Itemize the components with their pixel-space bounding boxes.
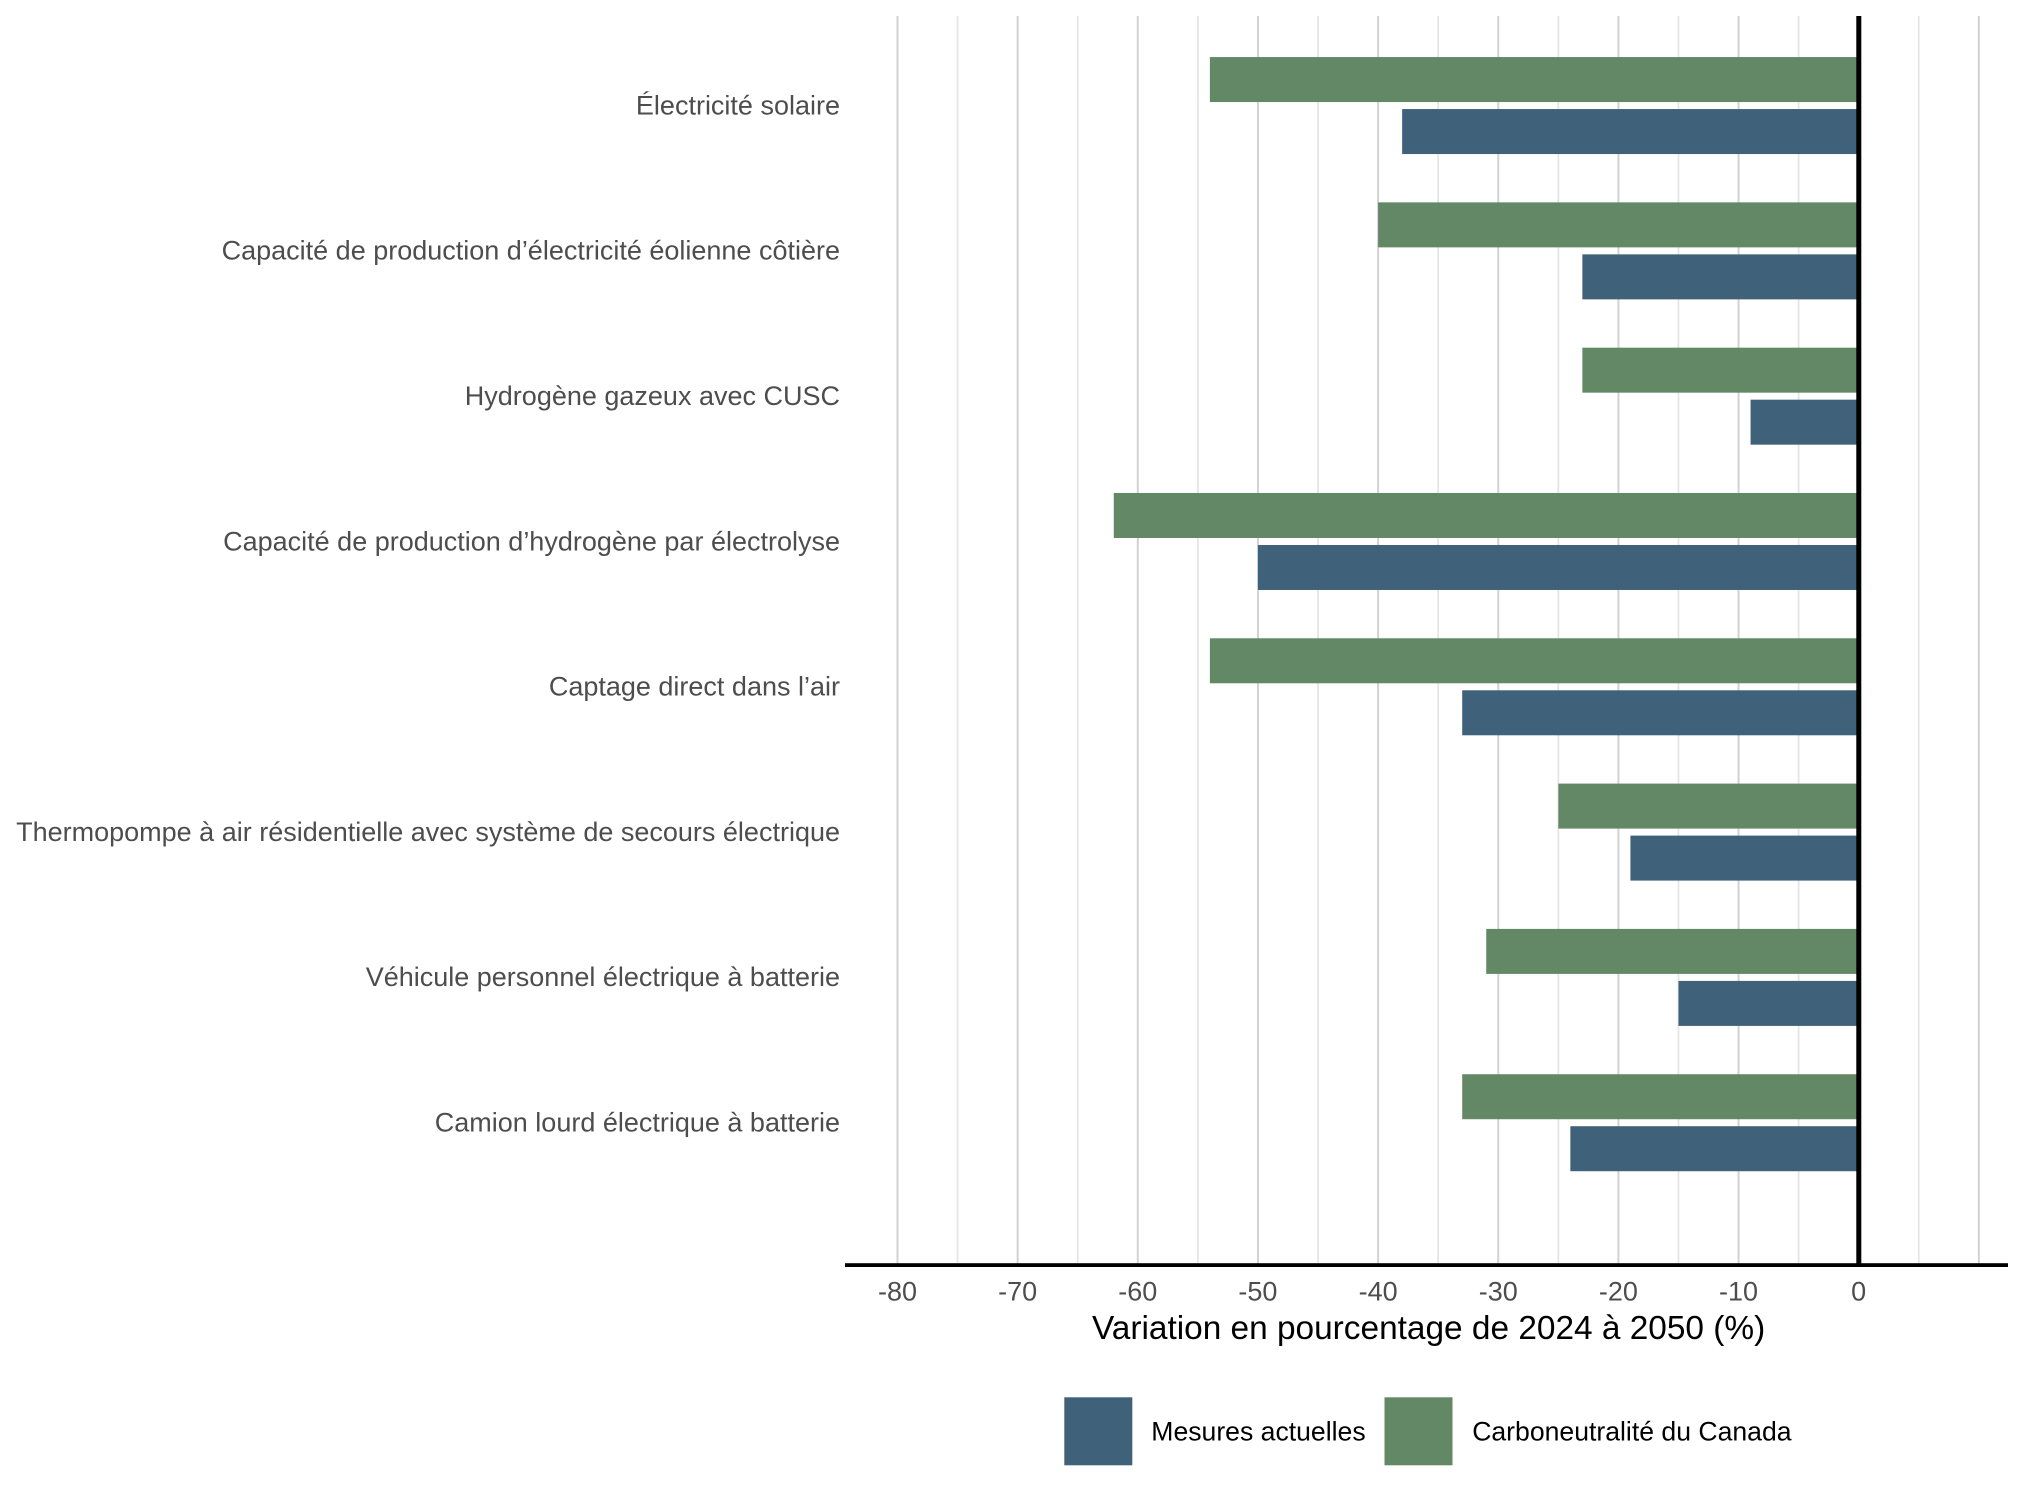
svg-text:Capacité de production d’hydro: Capacité de production d’hydrogène par é… <box>223 526 840 556</box>
svg-text:-30: -30 <box>1479 1277 1518 1307</box>
svg-text:-20: -20 <box>1599 1277 1638 1307</box>
svg-text:Camion lourd électrique à batt: Camion lourd électrique à batterie <box>435 1108 840 1138</box>
svg-text:Capacité de production d’élect: Capacité de production d’électricité éol… <box>222 236 840 266</box>
svg-text:-50: -50 <box>1238 1277 1277 1307</box>
svg-text:Captage direct dans l’air: Captage direct dans l’air <box>549 672 840 702</box>
svg-text:-80: -80 <box>878 1277 917 1307</box>
svg-text:-70: -70 <box>998 1277 1037 1307</box>
svg-text:Véhicule personnel électrique: Véhicule personnel électrique à batterie <box>366 962 840 992</box>
svg-text:Électricité solaire: Électricité solaire <box>636 90 840 120</box>
svg-text:-10: -10 <box>1719 1277 1758 1307</box>
svg-text:Thermopompe à air résidentiell: Thermopompe à air résidentielle avec sys… <box>16 817 840 847</box>
svg-text:Carboneutralité du Canada: Carboneutralité du Canada <box>1472 1417 1792 1447</box>
svg-text:Hydrogène gazeux avec CUSC: Hydrogène gazeux avec CUSC <box>465 381 840 411</box>
svg-text:0: 0 <box>1851 1277 1866 1307</box>
svg-text:Mesures actuelles: Mesures actuelles <box>1151 1417 1365 1447</box>
svg-text:-40: -40 <box>1359 1277 1398 1307</box>
svg-text:-60: -60 <box>1118 1277 1157 1307</box>
svg-text:Variation en pourcentage de 20: Variation en pourcentage de 2024 à 2050 … <box>1092 1310 1765 1347</box>
